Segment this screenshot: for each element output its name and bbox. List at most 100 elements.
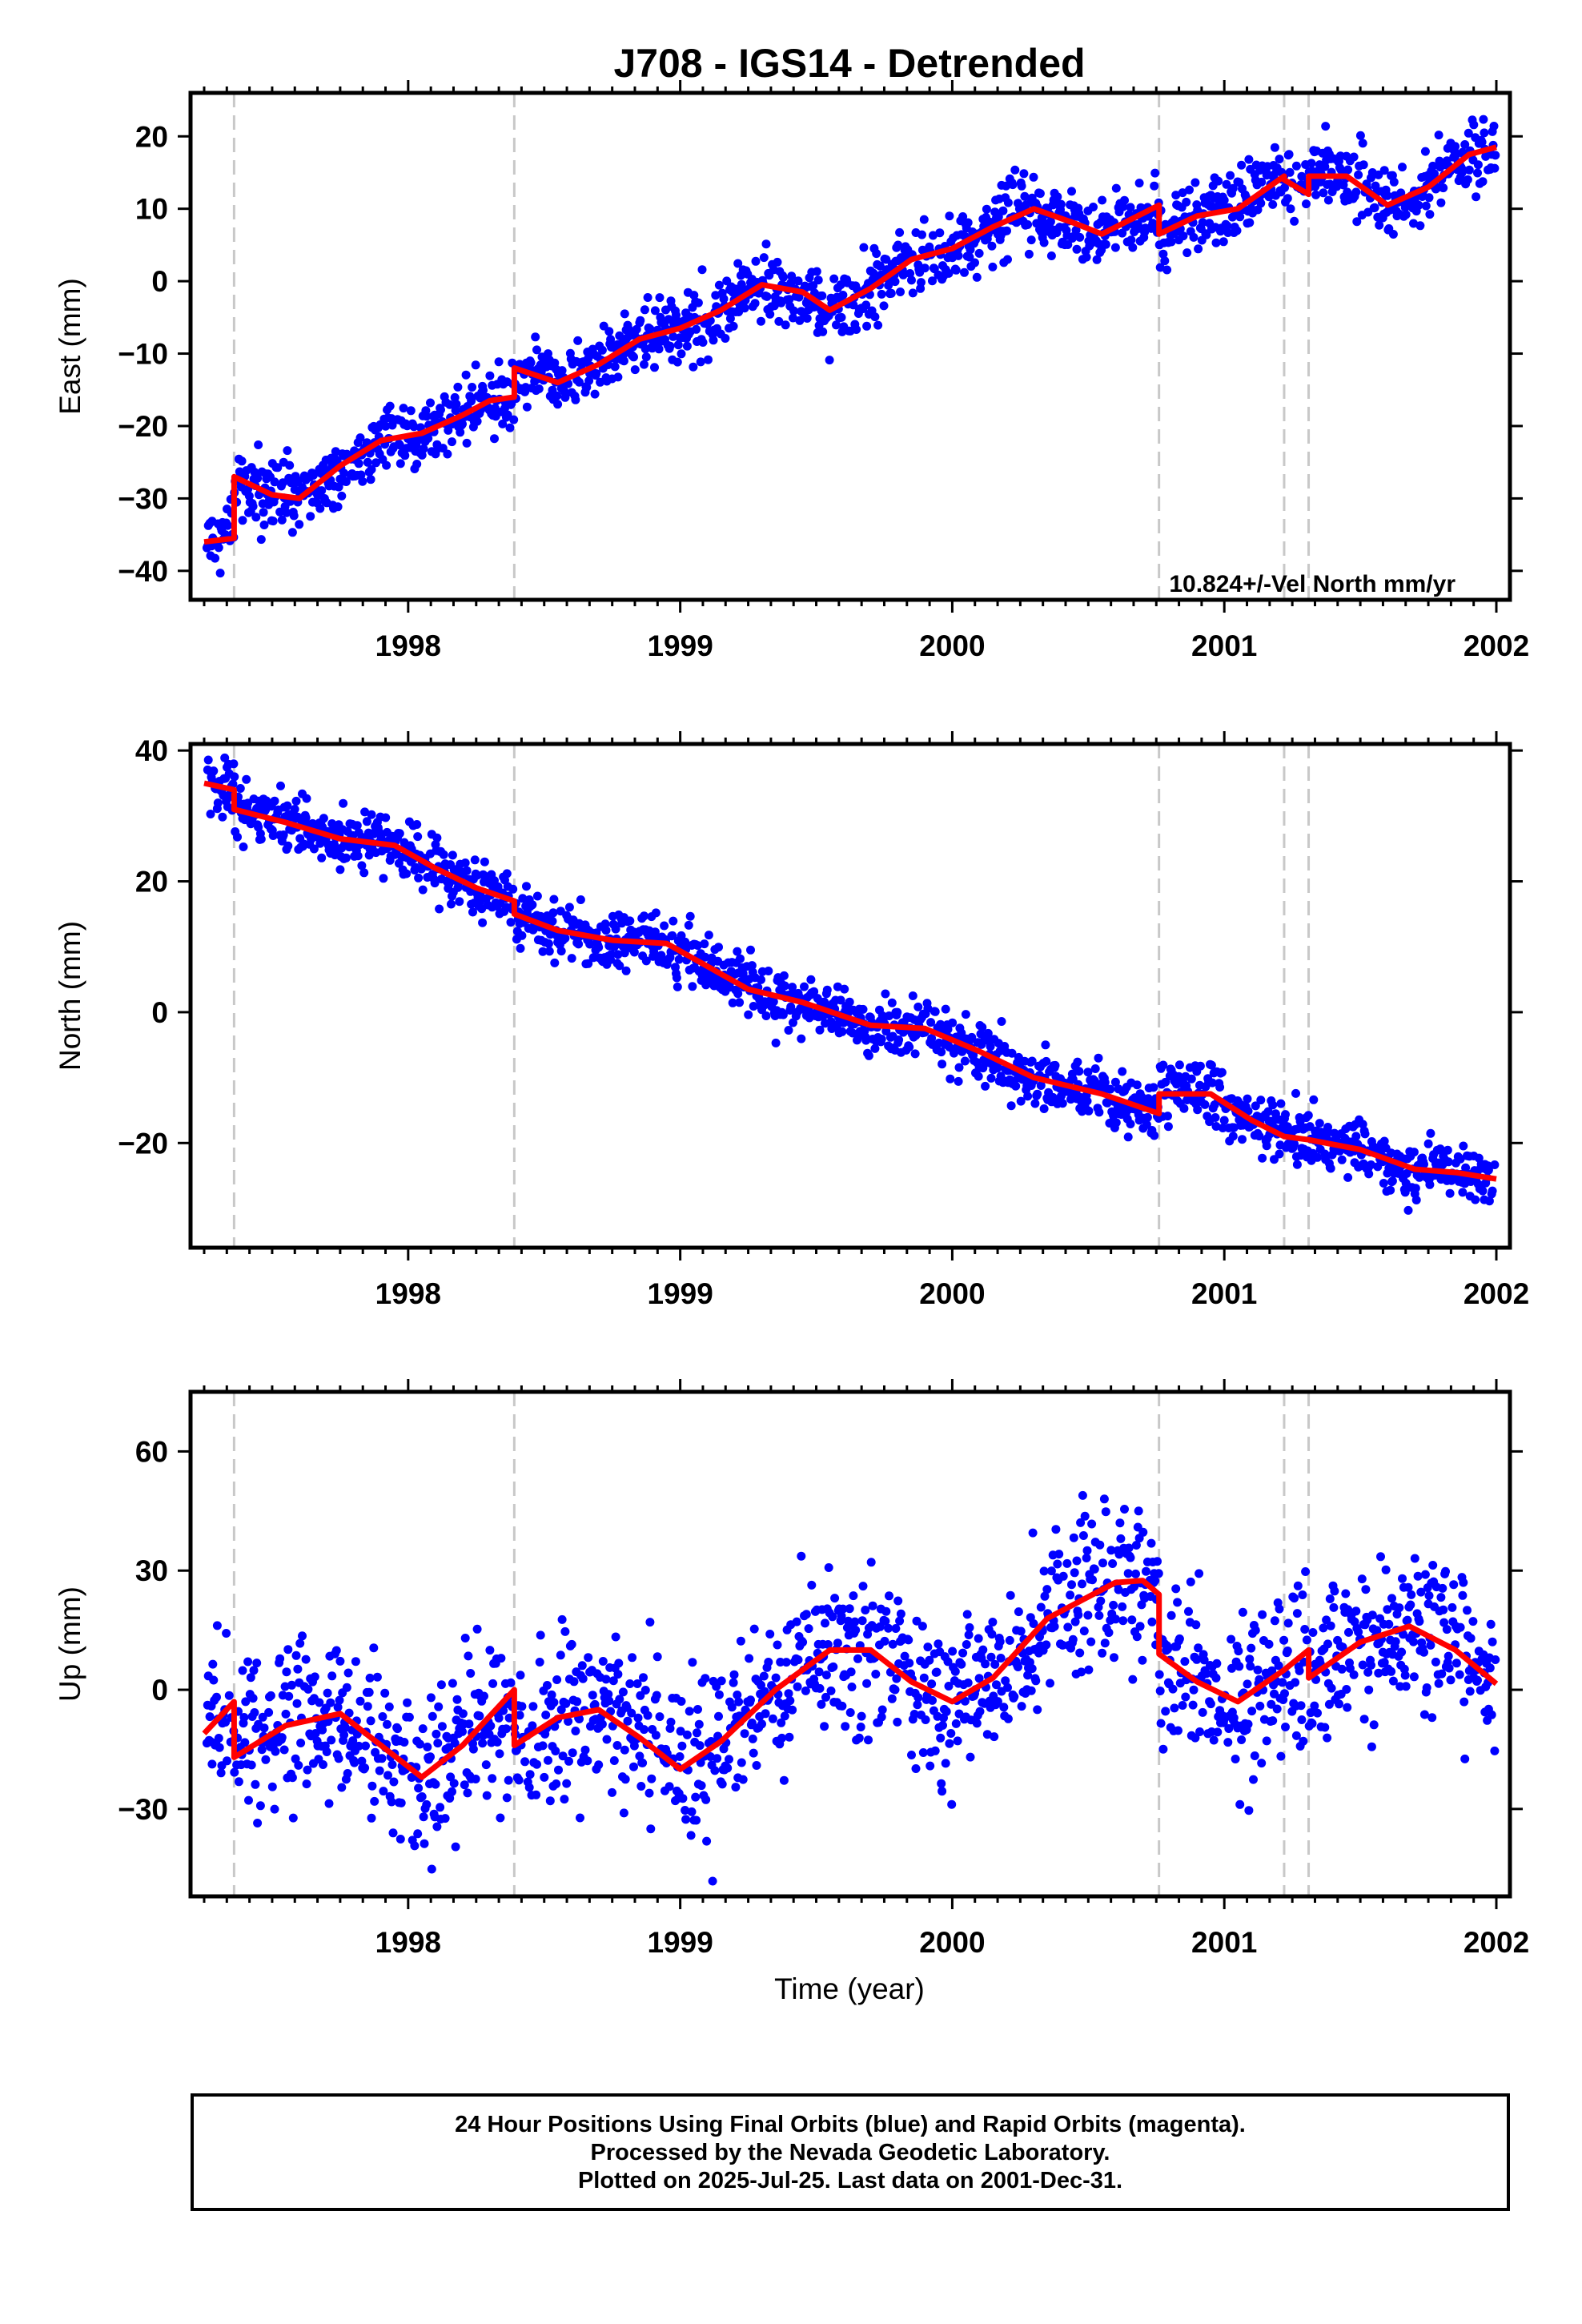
data-point	[503, 410, 512, 420]
data-point	[1428, 1561, 1438, 1570]
data-point	[488, 1774, 497, 1783]
data-point	[978, 1645, 988, 1655]
data-point	[1403, 1205, 1413, 1215]
data-point	[828, 1612, 837, 1622]
x-tick-label: 2000	[919, 1277, 985, 1310]
data-point	[1424, 193, 1434, 203]
data-point	[1272, 1704, 1282, 1714]
data-point	[1308, 1628, 1318, 1637]
data-point	[1409, 219, 1418, 228]
data-point	[1258, 1153, 1267, 1163]
data-point	[1386, 1185, 1395, 1195]
data-point	[267, 1782, 277, 1791]
data-point	[614, 1659, 624, 1668]
data-point	[439, 850, 448, 859]
data-point	[326, 1698, 335, 1707]
data-point	[1349, 1670, 1359, 1679]
data-point	[728, 998, 737, 1007]
data-point	[1244, 155, 1254, 164]
data-point	[532, 1790, 541, 1799]
data-point	[759, 1671, 769, 1681]
data-point	[1227, 1663, 1236, 1673]
data-point	[1092, 255, 1102, 264]
data-point	[249, 1666, 259, 1675]
data-point	[298, 1631, 307, 1641]
data-point	[1283, 1647, 1292, 1655]
data-point	[905, 269, 915, 278]
data-point	[1423, 1139, 1433, 1148]
data-point	[1306, 1708, 1315, 1718]
data-point	[1178, 1701, 1187, 1710]
data-point	[1082, 252, 1091, 262]
data-point	[764, 967, 773, 975]
data-point	[1023, 1092, 1033, 1101]
data-point	[1295, 1666, 1304, 1675]
data-point	[917, 278, 926, 287]
data-point	[711, 291, 721, 300]
y-tick-label: −20	[118, 410, 168, 443]
up-daily-points	[202, 1490, 1500, 1886]
data-point	[879, 301, 889, 311]
data-point	[1223, 1738, 1233, 1747]
data-point	[423, 1743, 432, 1751]
data-point	[1027, 1056, 1037, 1066]
data-point	[1290, 216, 1299, 226]
data-point	[532, 891, 542, 901]
data-point	[333, 502, 343, 512]
data-point	[361, 1741, 370, 1751]
data-point	[625, 1679, 635, 1688]
data-point	[1123, 1569, 1133, 1578]
data-point	[494, 357, 504, 367]
data-point	[752, 1761, 761, 1770]
data-point	[310, 1672, 319, 1682]
data-point	[1293, 1581, 1303, 1590]
data-point	[650, 363, 659, 372]
data-point	[888, 1639, 897, 1649]
data-point	[697, 265, 707, 275]
data-point	[938, 1721, 947, 1730]
data-point	[961, 1010, 970, 1019]
y-tick-label: 0	[151, 996, 168, 1029]
data-point	[1132, 1080, 1142, 1090]
data-point	[674, 955, 684, 964]
data-point	[1310, 1701, 1319, 1711]
data-point	[1149, 1083, 1158, 1092]
y-tick-label: 60	[135, 1435, 168, 1468]
data-point	[420, 1839, 429, 1848]
data-point	[1303, 1111, 1313, 1120]
data-point	[884, 280, 893, 290]
data-point	[1110, 1653, 1118, 1663]
data-point	[1391, 1637, 1400, 1647]
data-point	[1291, 1731, 1301, 1740]
data-point	[536, 1630, 545, 1640]
data-point	[1253, 205, 1263, 215]
data-point	[1438, 1583, 1447, 1593]
data-point	[1364, 1685, 1374, 1695]
data-point	[896, 1609, 905, 1618]
data-point	[640, 911, 648, 921]
data-point	[611, 1632, 620, 1642]
data-point	[396, 459, 405, 468]
data-point	[1160, 256, 1170, 266]
data-point	[813, 275, 823, 285]
data-point	[1490, 1746, 1500, 1755]
data-point	[1238, 1135, 1247, 1144]
data-point	[1154, 1569, 1163, 1578]
north-plot-frame	[188, 742, 1512, 1250]
data-point	[757, 316, 765, 326]
data-point	[943, 1024, 953, 1034]
data-point	[271, 1747, 280, 1756]
data-point	[1445, 1188, 1455, 1198]
data-point	[218, 812, 227, 822]
data-point	[947, 1799, 957, 1809]
data-point	[1104, 1628, 1114, 1638]
data-point	[400, 451, 410, 460]
data-point	[516, 943, 525, 953]
data-point	[1111, 1118, 1121, 1128]
data-point	[1166, 1610, 1176, 1620]
data-point	[433, 1739, 443, 1748]
data-point	[942, 1707, 951, 1716]
data-point	[296, 1739, 306, 1747]
data-point	[291, 1651, 301, 1660]
data-point	[1355, 131, 1365, 140]
